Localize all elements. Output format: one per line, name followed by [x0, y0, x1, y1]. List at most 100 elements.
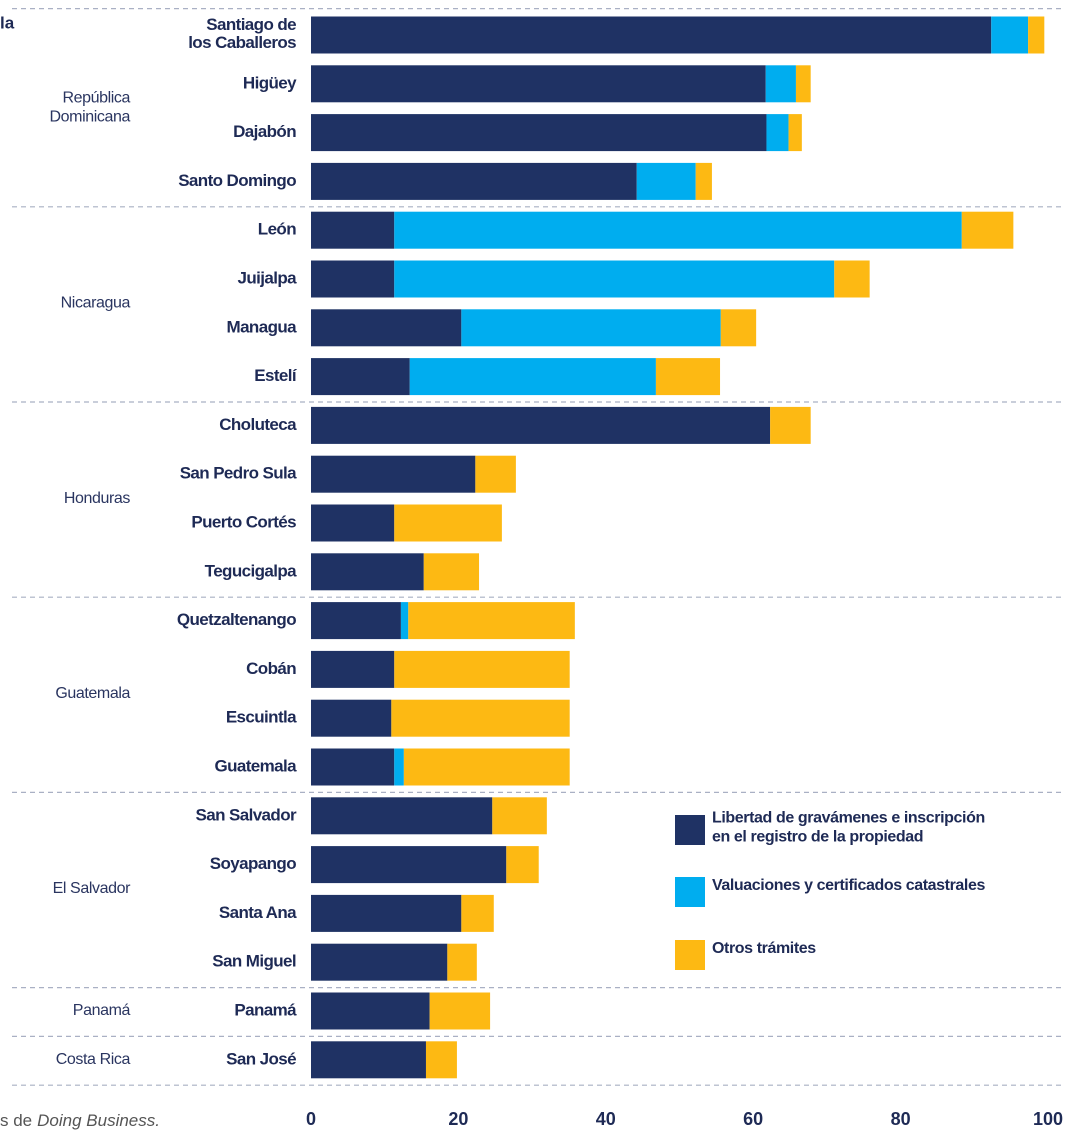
bar-segment [409, 358, 656, 396]
source-text: s de [0, 1111, 32, 1130]
bar-segment [695, 162, 712, 200]
bar-segment [765, 65, 796, 103]
bar-segment [311, 846, 507, 884]
category-label: León [258, 220, 296, 239]
x-tick-label: 40 [596, 1109, 616, 1129]
category-label: Santa Ana [219, 903, 297, 922]
category-label: Estelí [254, 366, 298, 385]
bar-segment [311, 1041, 426, 1079]
category-label: Choluteca [219, 415, 297, 434]
bar-segment [425, 1041, 457, 1079]
bar-segment [394, 260, 835, 298]
group-label: Nicaragua [61, 295, 131, 312]
bar-segment [311, 553, 424, 591]
bar-segment [475, 455, 516, 493]
bar-segment [834, 260, 870, 298]
chart-title: la [0, 13, 15, 32]
bar-segment [961, 211, 1014, 249]
bar-segment [766, 114, 789, 152]
legend-swatch [675, 877, 705, 907]
category-label: San Miguel [212, 952, 296, 971]
bar-segment [795, 65, 811, 103]
bar-segment [655, 358, 721, 396]
bar-segment [311, 748, 395, 786]
x-tick-label: 0 [306, 1109, 316, 1129]
bar-segment [391, 699, 570, 737]
bar-segment [403, 748, 570, 786]
bar-segment [311, 16, 992, 54]
category-label: San Pedro Sula [180, 464, 297, 483]
bar-segment [311, 65, 766, 103]
bar-segment [770, 406, 811, 444]
category-label: Soyapango [210, 854, 296, 873]
bar-segment [461, 309, 721, 347]
bar-segment [429, 992, 491, 1030]
bar-segment [720, 309, 757, 347]
bar-segment [461, 894, 494, 932]
group-label: Honduras [64, 490, 131, 507]
category-label: Guatemala [214, 756, 297, 775]
bar-segment [311, 602, 401, 640]
category-label: Panamá [234, 1000, 297, 1019]
group-label: Costa Rica [56, 1051, 131, 1068]
group-label: El Salvador [53, 880, 131, 897]
category-label: Santo Domingo [178, 171, 296, 190]
bar-segment [311, 455, 476, 493]
category-label: San Salvador [195, 805, 296, 824]
category-label: Quetzaltenango [177, 610, 296, 629]
legend-label: Libertad de gravámenes e inscripción en e… [712, 810, 985, 846]
bar-segment [311, 797, 493, 835]
category-label: San José [226, 1049, 296, 1068]
bar-segment [991, 16, 1029, 54]
bar-segment [311, 162, 637, 200]
bar-segment [394, 748, 404, 786]
legend-swatch [675, 940, 705, 970]
bar-segment [311, 894, 462, 932]
bar-segment [394, 650, 570, 688]
bar-segment [506, 846, 539, 884]
bar-segment [311, 114, 767, 152]
category-label: Dajabón [233, 122, 296, 141]
group-label: Guatemala [55, 685, 130, 702]
group-label: República Dominicana [50, 90, 131, 126]
x-tick-label: 100 [1033, 1109, 1063, 1129]
category-label: Tegucigalpa [205, 561, 297, 580]
category-label: Santiago de los Caballeros [188, 15, 296, 52]
bar-segment [311, 211, 395, 249]
bar-segment [311, 260, 395, 298]
category-label: Puerto Cortés [191, 512, 296, 531]
legend-label: Otros trámites [712, 940, 816, 957]
bar-segment [311, 992, 430, 1030]
bar-segment [788, 114, 802, 152]
bar-segment [408, 602, 575, 640]
category-label: Escuintla [226, 708, 297, 727]
source-emphasis: Doing Business. [37, 1111, 160, 1130]
category-label: Cobán [246, 659, 296, 678]
bar-segment [311, 406, 771, 444]
bar-segment [311, 943, 448, 981]
legend-label: Valuaciones y certificados catastrales [712, 877, 985, 894]
bar-segment [400, 602, 409, 640]
bar-segment [423, 553, 480, 591]
bar-segment [311, 358, 410, 396]
bar-segment [636, 162, 696, 200]
bar-segment [492, 797, 547, 835]
bar-segment [447, 943, 477, 981]
bar-segment [311, 699, 392, 737]
source-note: s de Doing Business. [0, 1111, 160, 1130]
bar-segment [311, 504, 395, 542]
legend-swatch [675, 815, 705, 845]
x-tick-label: 20 [448, 1109, 468, 1129]
category-label: Managua [227, 317, 298, 336]
bar-segment [394, 211, 962, 249]
bar-segment [311, 309, 462, 347]
category-label: Juijalpa [237, 268, 297, 287]
bar-segment [1028, 16, 1045, 54]
bar-segment [311, 650, 395, 688]
bar-segment [394, 504, 502, 542]
x-tick-label: 80 [891, 1109, 911, 1129]
group-label: Panamá [73, 1002, 131, 1019]
category-label: Higüey [243, 73, 297, 92]
x-tick-label: 60 [743, 1109, 763, 1129]
